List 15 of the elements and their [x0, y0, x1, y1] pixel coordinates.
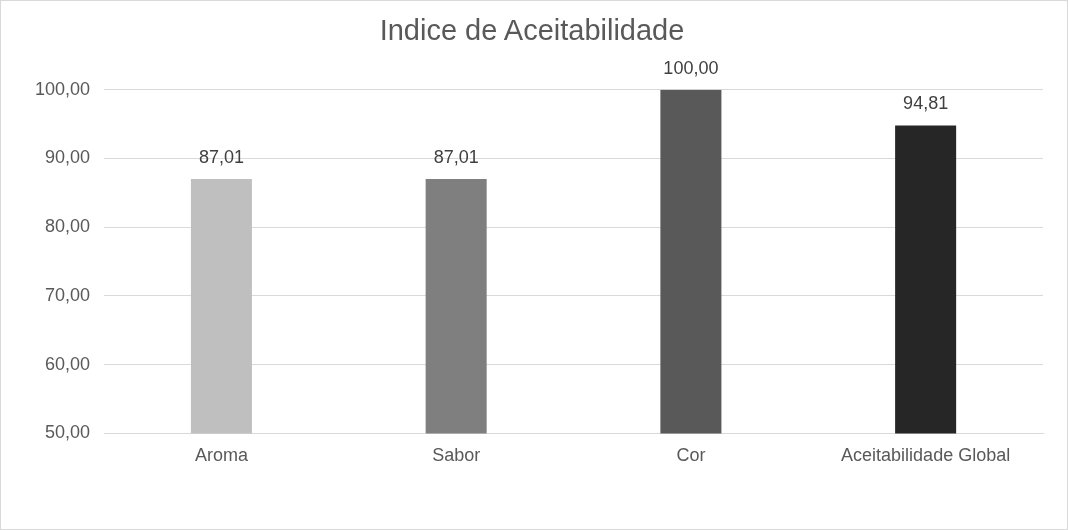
data-label: 87,01	[433, 147, 479, 168]
data-label: 94,81	[903, 93, 949, 114]
x-tick-label: Aroma	[194, 445, 249, 466]
y-tick-label: 80,00	[45, 216, 91, 237]
x-tick-label: Aceitabilidade Global	[841, 445, 1011, 466]
x-tick-label: Cor	[676, 445, 706, 466]
y-tick-label: 100,00	[34, 78, 91, 99]
chart-title: Indice de Aceitabilidade	[379, 14, 685, 47]
data-label: 100,00	[663, 57, 719, 78]
data-label: 87,01	[198, 147, 244, 168]
x-tick-label: Sabor	[432, 445, 481, 466]
y-tick-label: 50,00	[45, 422, 91, 443]
y-tick-label: 60,00	[45, 353, 91, 374]
y-tick-label: 70,00	[45, 284, 91, 305]
y-tick-label: 90,00	[45, 147, 91, 168]
